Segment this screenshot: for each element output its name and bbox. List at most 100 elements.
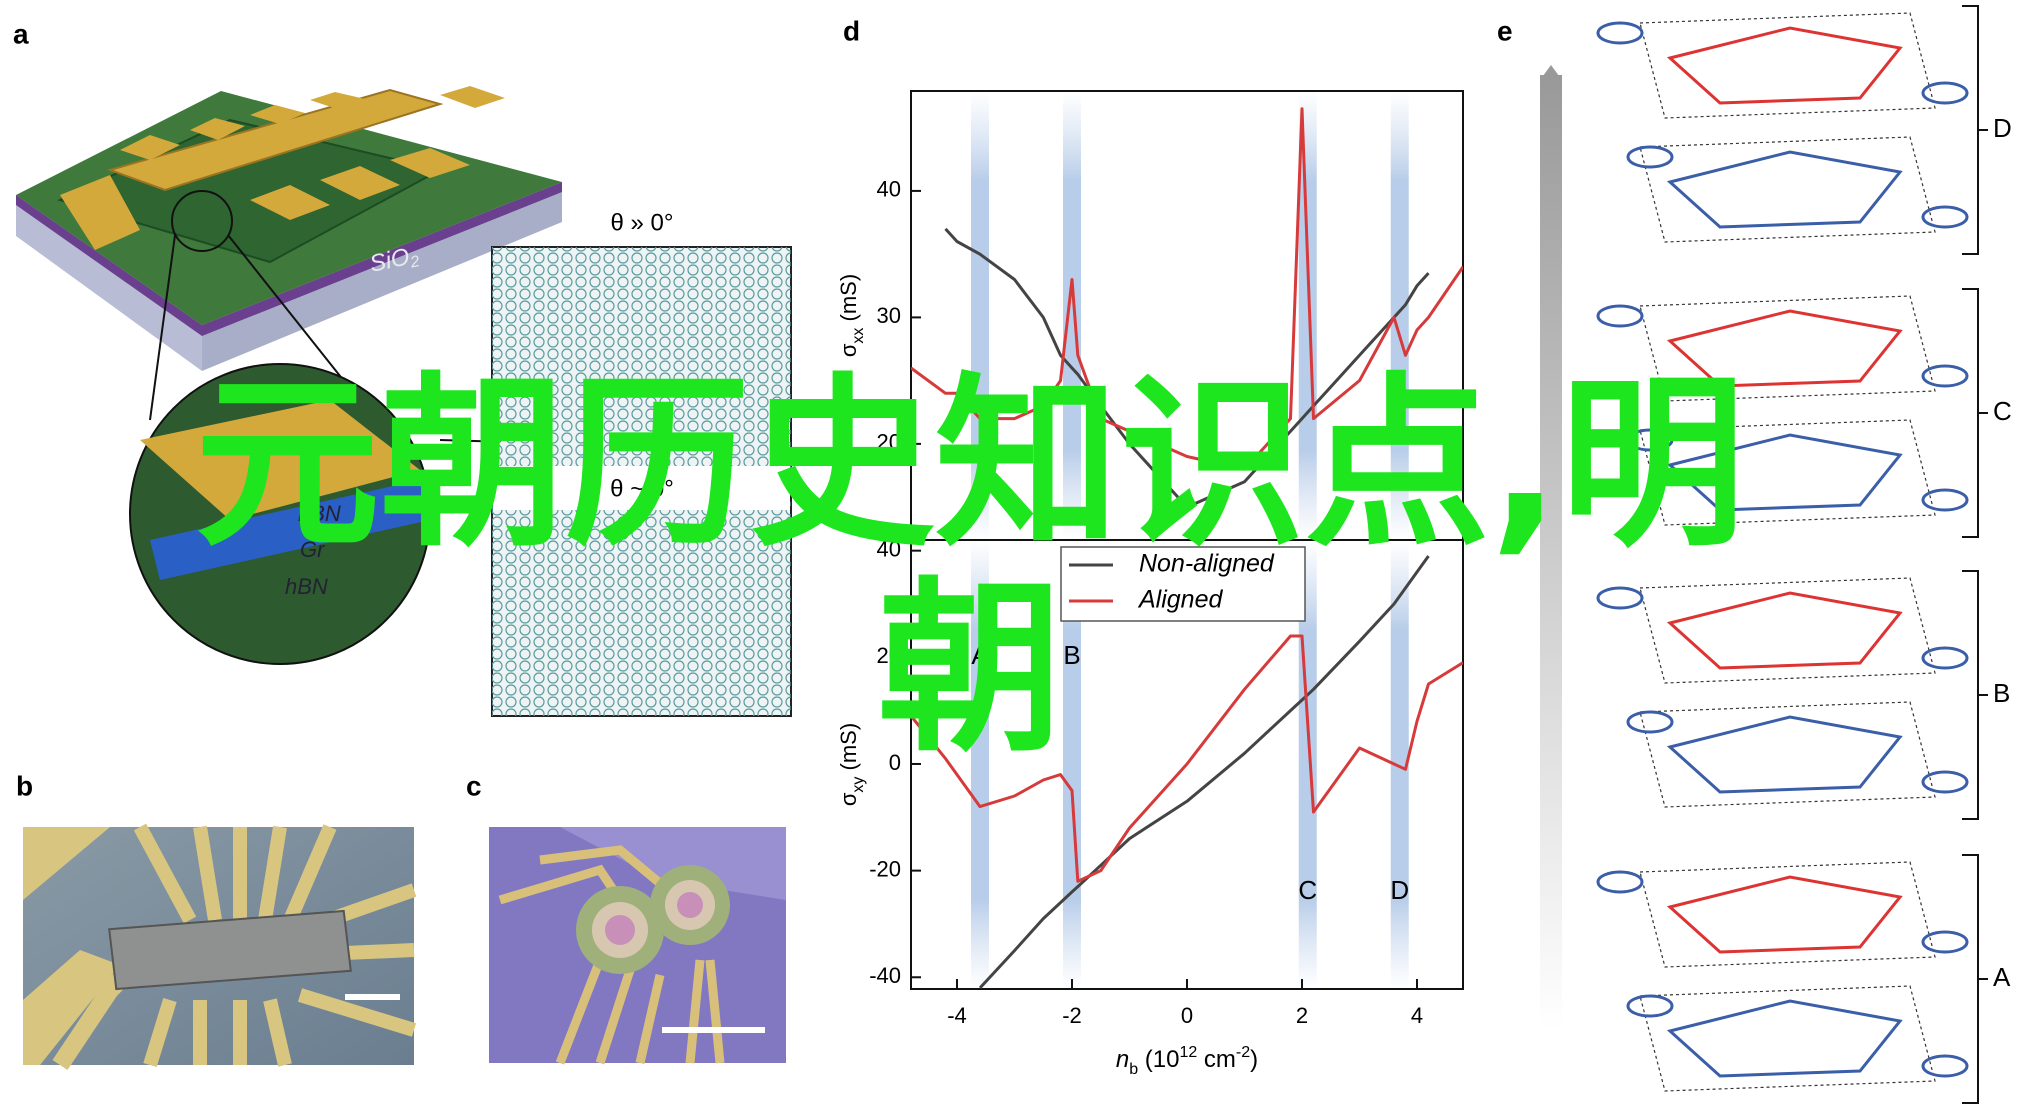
contour-line <box>1666 433 1903 512</box>
x-tick-label: 2 <box>1296 1003 1308 1028</box>
y-axis-label: σxx (mS) <box>836 274 867 357</box>
series-line <box>911 107 1463 471</box>
label-part: -2 <box>1236 1044 1250 1061</box>
bracket <box>1962 288 1988 538</box>
contour-line <box>1666 26 1903 105</box>
plot-area <box>911 540 1463 989</box>
panel-label: e <box>1497 15 1513 46</box>
y-tick-label: 30 <box>877 303 901 328</box>
x-tick-label: 0 <box>1181 1003 1193 1028</box>
y-tick-label: -20 <box>869 856 901 881</box>
contour-line <box>1666 150 1903 229</box>
contour-loop <box>1921 488 1969 512</box>
contour-line <box>1666 999 1903 1078</box>
series-line <box>911 634 1463 883</box>
band-label: B <box>1063 640 1080 670</box>
inset-label: θ ~ 0° <box>610 475 674 502</box>
micrograph-b <box>23 823 417 1070</box>
highlight-band <box>1063 91 1081 540</box>
panel-label: b <box>16 770 33 801</box>
label-part: xx <box>850 328 867 344</box>
contour-line <box>1666 875 1903 954</box>
contour-loop <box>1921 930 1969 954</box>
contour-loop <box>1921 646 1969 670</box>
y-tick-label: 40 <box>877 177 901 202</box>
y-tick-label: 40 <box>877 536 901 561</box>
inset-label: θ » 0° <box>611 209 674 236</box>
x-tick-label: -2 <box>1062 1003 1082 1028</box>
panel-label: a <box>13 18 29 49</box>
bracket <box>1962 854 1988 1104</box>
contour-plane <box>1639 295 1936 402</box>
contour-line <box>1666 309 1903 388</box>
bracket <box>1962 570 1988 820</box>
contour-loop <box>1626 994 1674 1018</box>
contour-plane <box>1639 12 1936 119</box>
band-label: A <box>971 640 989 670</box>
substrate-sub: 2 <box>408 253 421 272</box>
contour-loop <box>1626 710 1674 734</box>
contour-line <box>1666 715 1903 794</box>
label-part: σ <box>836 343 861 357</box>
contour-loop <box>1596 870 1644 894</box>
contour-plane <box>1639 136 1936 243</box>
legend-box <box>1060 546 1306 622</box>
panel-label: d <box>843 15 860 46</box>
band-label: C <box>1298 875 1317 905</box>
contour-loop <box>1596 586 1644 610</box>
contour-line <box>1666 591 1903 670</box>
highlight-band <box>1390 91 1409 540</box>
contour-loop <box>1626 145 1674 169</box>
layer-label: hBN <box>285 574 328 599</box>
label-part: xy <box>850 777 867 793</box>
series-line <box>978 555 1430 989</box>
y-tick-label: -40 <box>869 963 901 988</box>
x-axis-label: nb (1012 cm-2) <box>1116 1044 1258 1078</box>
band-label: D <box>1390 875 1409 905</box>
bracket <box>1962 5 1988 255</box>
micrograph-c <box>489 827 786 1065</box>
label-part: (mS) <box>836 274 861 328</box>
gradient-arrow <box>1540 75 1562 1030</box>
contour-plane <box>1639 577 1936 684</box>
y-axis-label: σxy (mS) <box>836 723 867 806</box>
group-label: C <box>1993 396 2012 426</box>
device-illustration <box>16 86 792 717</box>
contour-plane <box>1639 861 1936 968</box>
highlight-band <box>1298 91 1317 540</box>
contour-loop <box>1921 364 1969 388</box>
contour-plane <box>1639 985 1936 1092</box>
legend-label: Non-aligned <box>1139 550 1275 578</box>
x-tick-label: -4 <box>947 1003 967 1028</box>
plot-area <box>911 91 1463 540</box>
y-tick-label: 20 <box>877 643 901 668</box>
highlight-band <box>971 91 989 540</box>
series-line <box>944 227 1430 509</box>
label-part: b <box>1129 1061 1138 1078</box>
contour-loop <box>1626 428 1674 452</box>
label-part: (10 <box>1138 1046 1179 1073</box>
overlay-text: 元朝历史知识点,明朝 <box>194 356 1746 777</box>
label-part: 12 <box>1179 1044 1197 1061</box>
contour-loop <box>1596 21 1644 45</box>
y-tick-label: 0 <box>889 750 901 775</box>
contour-loop <box>1921 81 1969 105</box>
contour-loop <box>1596 304 1644 328</box>
label-part: ) <box>1250 1046 1258 1073</box>
legend-label: Aligned <box>1137 586 1223 614</box>
label-part: σ <box>836 792 861 806</box>
contour-loop <box>1921 205 1969 229</box>
contour-panel: D C B A <box>1596 5 2012 1104</box>
group-label: D <box>1993 113 2012 143</box>
highlight-band <box>1390 540 1409 989</box>
contour-loop <box>1921 770 1969 794</box>
label-part: n <box>1116 1046 1129 1073</box>
label-part: (mS) <box>836 723 861 777</box>
group-label: A <box>1993 962 2011 992</box>
group-label: B <box>1993 678 2010 708</box>
contour-plane <box>1639 701 1936 808</box>
highlight-band <box>971 540 989 989</box>
